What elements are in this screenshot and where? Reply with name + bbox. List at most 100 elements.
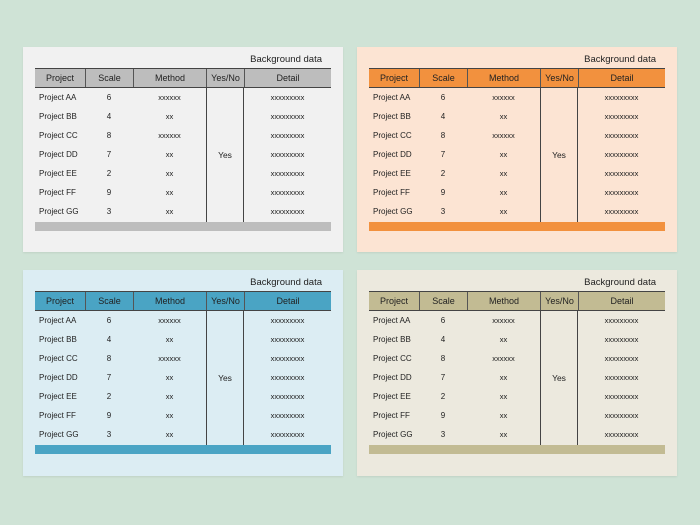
cell-scale: 9 [440,411,446,420]
table-header-row: Project Scale Method Yes/No Detail [369,68,665,88]
cell-detail: xxxxxxxxx [604,316,639,325]
table-row: Project CC 8 xxxxxx xxxxxxxxx [35,349,331,368]
table-row: Project FF 9 xx xxxxxxxxx [35,183,331,202]
cell-project: Project DD [39,373,78,382]
cell-detail: xxxxxxxxx [604,335,639,344]
cell-scale: 7 [440,373,446,382]
table-row: Project DD 7 xx xxxxxxxxx [369,145,665,164]
cell-detail: xxxxxxxxx [604,93,639,102]
yes-no-merged-cell: Yes [540,88,578,222]
cell-method: xx [165,169,174,178]
cell-scale: 6 [440,316,446,325]
cell-detail: xxxxxxxxx [270,430,305,439]
cell-method: xx [165,207,174,216]
cell-project: Project BB [373,112,411,121]
cell-detail: xxxxxxxxx [604,354,639,363]
cell-method: xx [165,430,174,439]
table-row: Project DD 7 xx xxxxxxxxx [369,368,665,387]
cell-project: Project CC [373,131,412,140]
cell-project: Project AA [373,316,411,325]
cell-detail: xxxxxxxxx [604,207,639,216]
table-row: Project AA 6 xxxxxx xxxxxxxxx [35,311,331,330]
cell-detail: xxxxxxxxx [604,430,639,439]
table-row: Project GG 3 xx xxxxxxxxx [369,202,665,221]
cell-detail: xxxxxxxxx [270,188,305,197]
table-body: Yes Project AA 6 xxxxxx xxxxxxxxx Projec… [369,311,665,445]
header-scale: Scale [85,292,133,310]
table-row: Project GG 3 xx xxxxxxxxx [35,425,331,444]
data-table: Project Scale Method Yes/No Detail Yes P… [369,68,665,231]
table-body: Yes Project AA 6 xxxxxx xxxxxxxxx Projec… [369,88,665,222]
header-project: Project [45,73,74,83]
cell-project: Project CC [39,131,78,140]
table-row: Project FF 9 xx xxxxxxxxx [369,406,665,425]
header-yes-no: Yes/No [206,69,244,87]
cell-method: xx [165,188,174,197]
cell-detail: xxxxxxxxx [270,150,305,159]
cell-scale: 6 [106,316,112,325]
header-scale: Scale [419,292,467,310]
cell-method: xxxxxx [492,93,515,102]
header-method: Method [467,292,540,310]
table-body: Yes Project AA 6 xxxxxx xxxxxxxxx Projec… [35,88,331,222]
table-header-row: Project Scale Method Yes/No Detail [35,291,331,311]
cell-detail: xxxxxxxxx [604,188,639,197]
header-project: Project [379,73,408,83]
header-scale: Scale [419,69,467,87]
cell-scale: 8 [106,131,112,140]
cell-scale: 9 [106,411,112,420]
cell-detail: xxxxxxxxx [270,335,305,344]
table-row: Project DD 7 xx xxxxxxxxx [35,145,331,164]
background-data-caption: Background data [250,277,322,288]
cell-project: Project EE [373,169,411,178]
cell-scale: 8 [106,354,112,363]
yes-no-merged-cell: Yes [206,88,244,222]
table-row: Project GG 3 xx xxxxxxxxx [35,202,331,221]
header-scale: Scale [85,69,133,87]
table-row: Project AA 6 xxxxxx xxxxxxxxx [369,311,665,330]
cell-project: Project BB [39,335,77,344]
cell-method: xx [165,150,174,159]
cell-project: Project BB [39,112,77,121]
cell-project: Project GG [373,430,413,439]
cell-project: Project FF [39,411,76,420]
cell-scale: 9 [106,188,112,197]
cell-detail: xxxxxxxxx [270,392,305,401]
table-row: Project EE 2 xx xxxxxxxxx [35,387,331,406]
cell-method: xxxxxx [158,131,181,140]
table-card-gray: Background data Project Scale Method Yes… [23,47,343,252]
background-data-caption: Background data [584,277,656,288]
table-row: Project CC 8 xxxxxx xxxxxxxxx [369,126,665,145]
header-yes-no: Yes/No [540,69,578,87]
cell-detail: xxxxxxxxx [270,316,305,325]
background-data-caption: Background data [250,54,322,65]
cell-method: xx [499,411,508,420]
table-row: Project GG 3 xx xxxxxxxxx [369,425,665,444]
cell-method: xx [165,335,174,344]
cell-project: Project DD [39,150,78,159]
table-row: Project AA 6 xxxxxx xxxxxxxxx [369,88,665,107]
cell-scale: 7 [440,150,446,159]
cell-detail: xxxxxxxxx [270,112,305,121]
cell-method: xx [499,430,508,439]
cell-project: Project DD [373,373,412,382]
cell-method: xx [499,335,508,344]
table-row: Project CC 8 xxxxxx xxxxxxxxx [35,126,331,145]
cell-method: xxxxxx [492,354,515,363]
table-footer-bar [369,445,665,454]
cell-scale: 2 [106,392,112,401]
table-row: Project FF 9 xx xxxxxxxxx [369,183,665,202]
cell-scale: 6 [440,93,446,102]
cell-project: Project AA [39,93,77,102]
yes-no-merged-cell: Yes [540,311,578,445]
cell-detail: xxxxxxxxx [270,93,305,102]
table-row: Project BB 4 xx xxxxxxxxx [35,107,331,126]
cell-project: Project FF [373,411,410,420]
header-yes-no: Yes/No [540,292,578,310]
cell-project: Project GG [39,207,79,216]
yes-no-merged-cell: Yes [206,311,244,445]
cell-project: Project DD [373,150,412,159]
cell-project: Project FF [373,188,410,197]
table-footer-bar [369,222,665,231]
cell-scale: 4 [440,335,446,344]
